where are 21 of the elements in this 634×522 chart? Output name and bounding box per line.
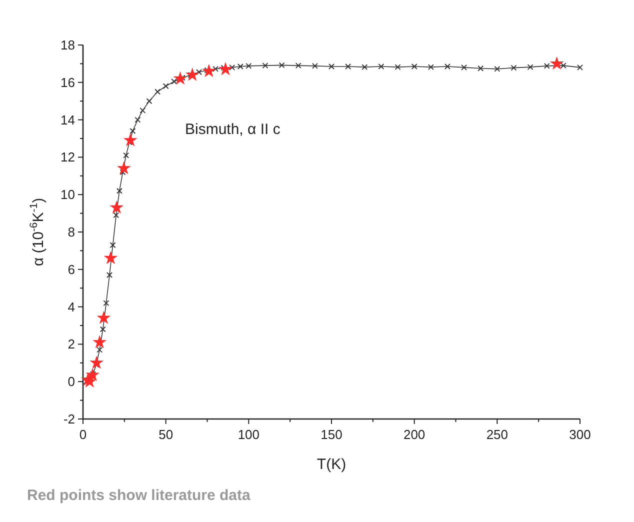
x-axis-title: T(K) — [316, 456, 346, 473]
y-tick-label: 0 — [68, 374, 75, 390]
y-tick-label: -2 — [63, 412, 75, 426]
y-tick-label: 10 — [60, 187, 75, 202]
y-tick-label: 2 — [68, 336, 75, 352]
x-tick-label: 100 — [238, 427, 260, 442]
text: Red points show literature data — [27, 487, 252, 504]
x-tick-label: 250 — [486, 427, 508, 442]
annotation: Bismuth, α II c — [185, 121, 281, 138]
y-tick-label: 14 — [60, 112, 75, 128]
x-tick-label: 150 — [320, 427, 342, 442]
y-tick-label: 16 — [60, 74, 75, 90]
x-tick-label: 200 — [403, 427, 426, 442]
x-tick-label: 300 — [569, 427, 591, 442]
y-tick-label: 8 — [68, 224, 75, 240]
y-tick-label: 18 — [60, 38, 75, 52]
y-tick-label: 12 — [60, 150, 75, 165]
y-tick-label: 6 — [68, 262, 75, 277]
x-tick-label: 0 — [79, 427, 87, 442]
x-tick-label: 50 — [158, 427, 174, 442]
y-tick-label: 4 — [68, 299, 75, 314]
